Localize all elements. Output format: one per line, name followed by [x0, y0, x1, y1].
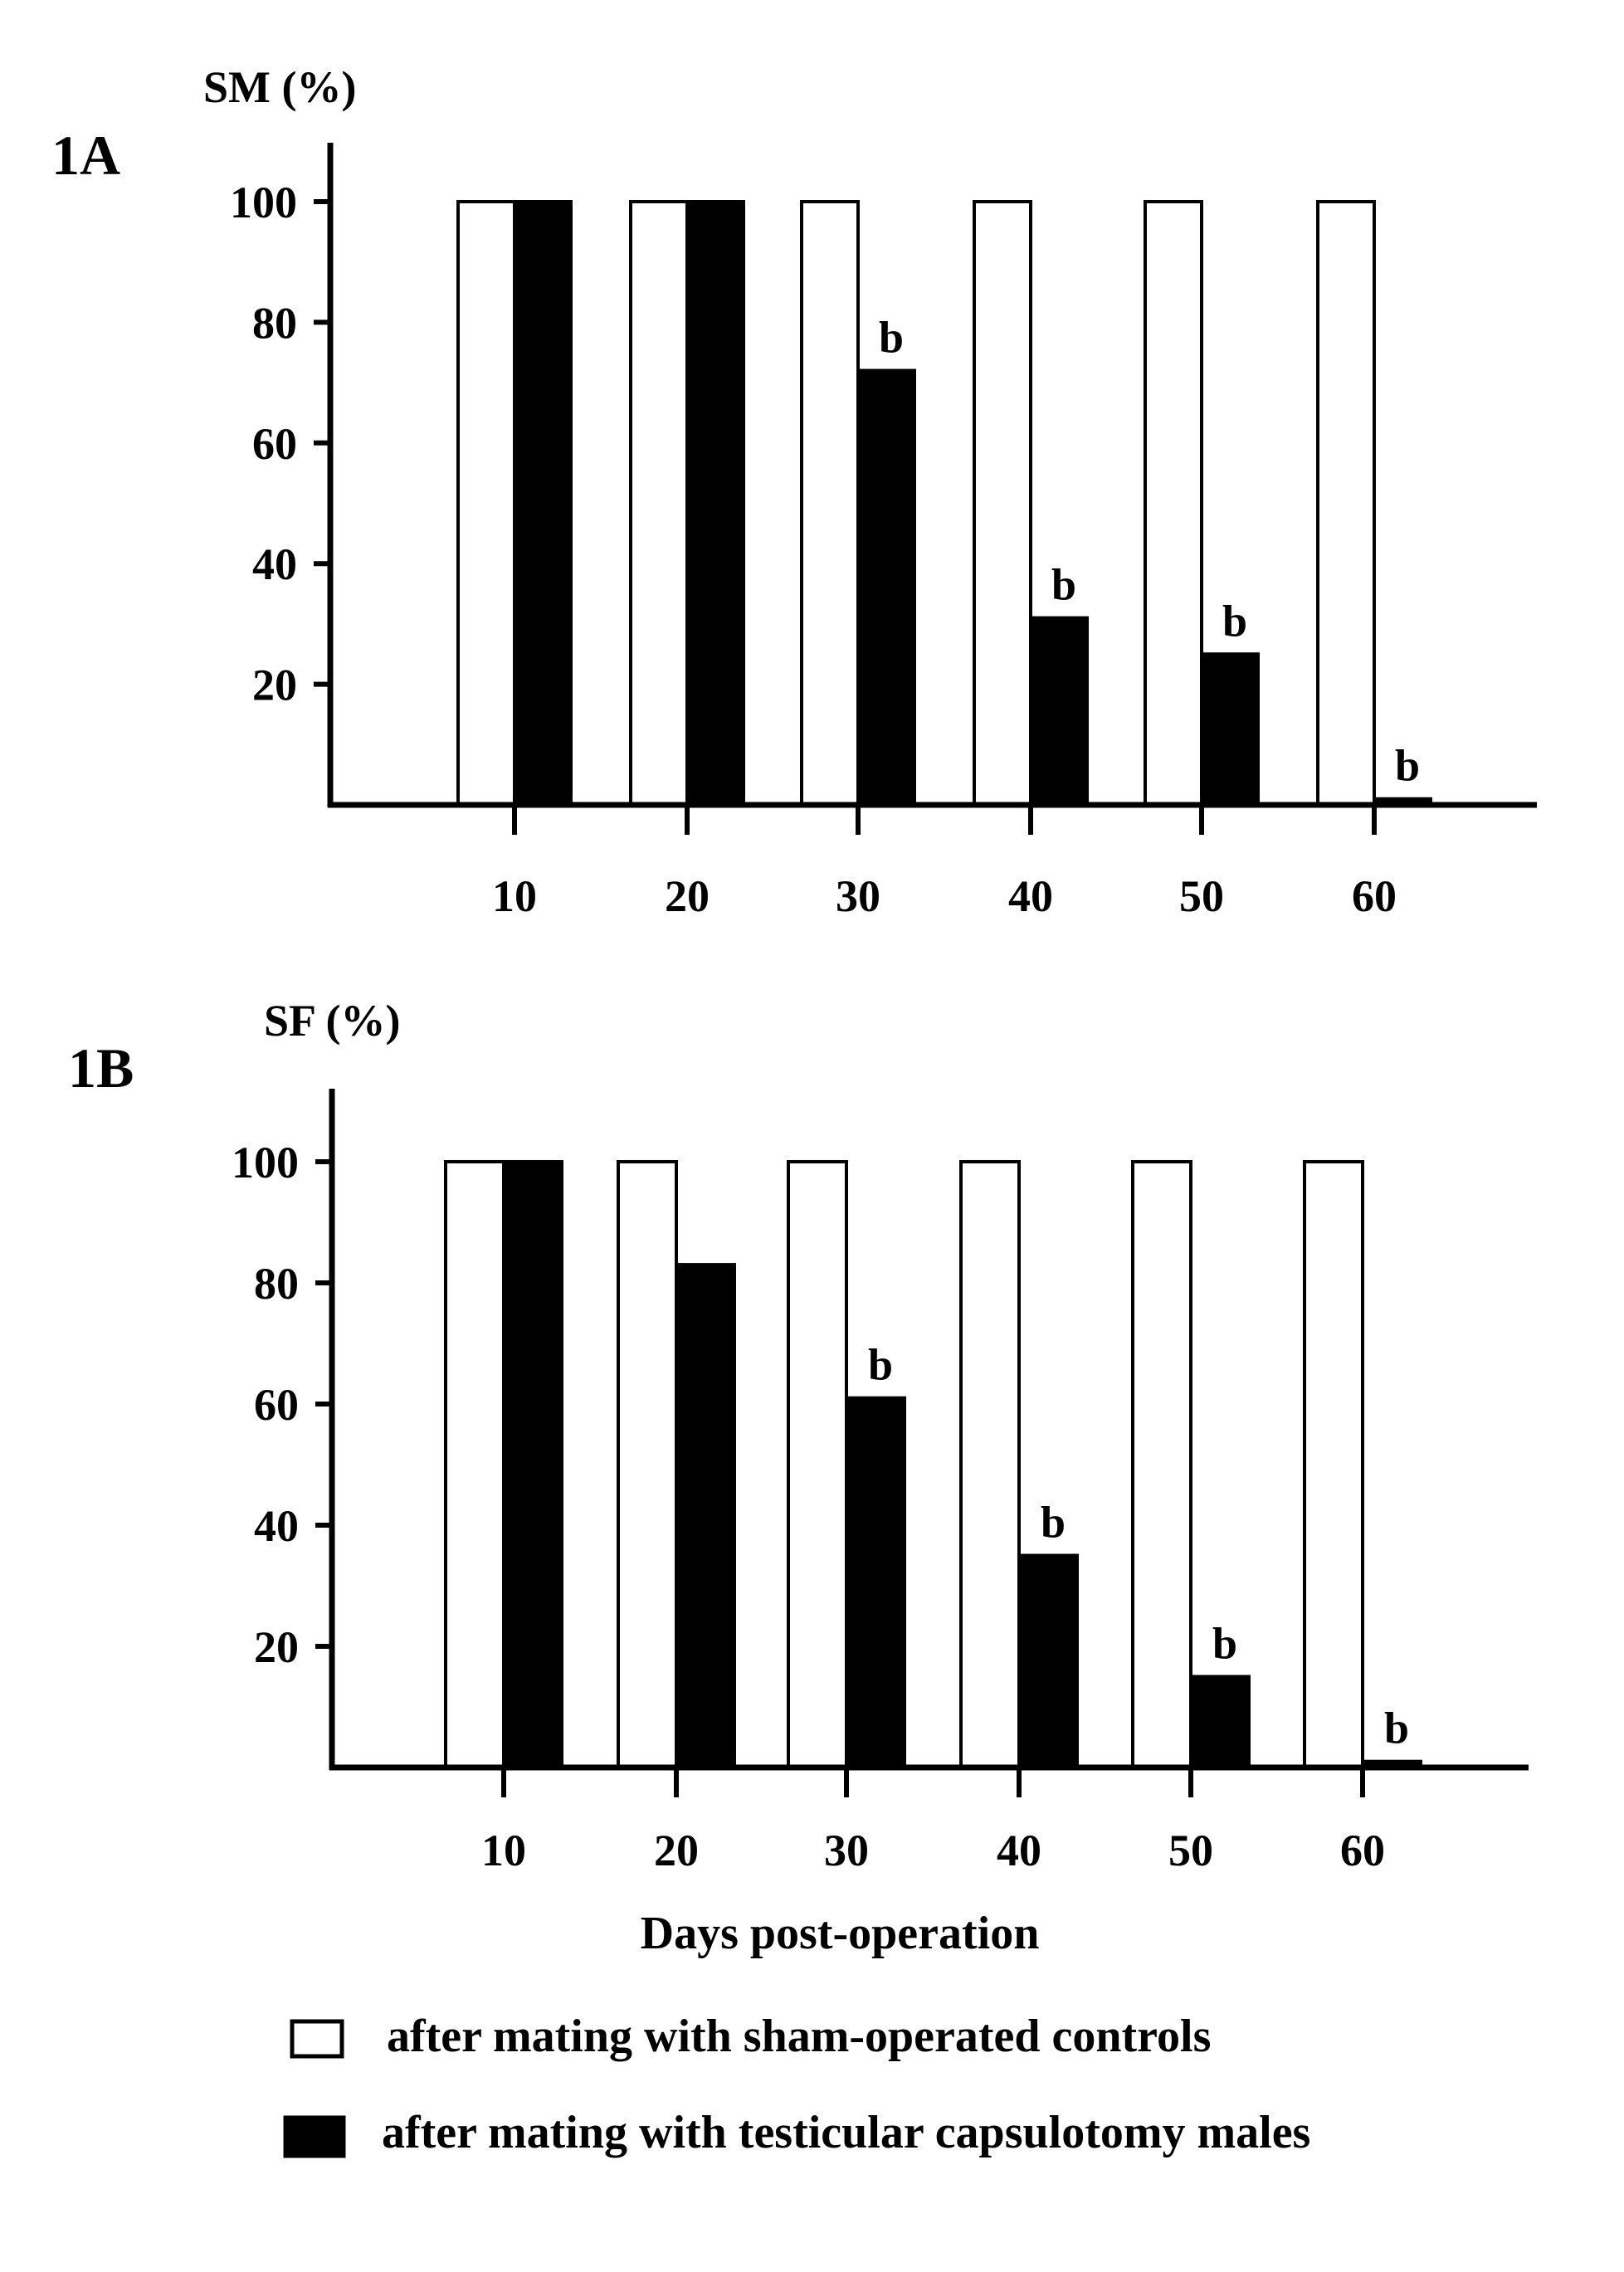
x-tick-label: 50: [1179, 871, 1224, 921]
x-tick-label: 50: [1168, 1826, 1213, 1875]
y-tick-label: 40: [254, 1501, 299, 1551]
x-axis-title: Days post-operation: [641, 1908, 1040, 1959]
y-tick-label: 20: [252, 661, 297, 710]
x-tick-label: 30: [836, 871, 880, 921]
significance-label: b: [1384, 1704, 1409, 1753]
bars-layer: [456, 200, 1432, 807]
ticks-layer: 10 20 30 40 50 60 20 40 60 80 100: [232, 1138, 1385, 1875]
bar-sham: [787, 1160, 848, 1769]
annotations-layer: b b b b: [868, 1340, 1409, 1753]
y-tick-label: 40: [252, 539, 297, 589]
significance-label: b: [1051, 560, 1076, 610]
y-axis-title: SF (%): [264, 996, 400, 1046]
y-tick-label: 80: [254, 1259, 299, 1309]
bar-sham: [629, 200, 689, 807]
x-tick-label: 10: [481, 1826, 526, 1875]
bar-capsulotomy: [675, 1263, 736, 1769]
legend-swatch-capsulotomy: [283, 2115, 346, 2158]
bar-sham: [1131, 1160, 1192, 1769]
x-tick-label: 10: [492, 871, 537, 921]
bar-sham: [444, 1160, 505, 1769]
significance-label: b: [868, 1340, 893, 1390]
bar-sham: [800, 200, 860, 807]
bar-capsulotomy: [1189, 1675, 1251, 1769]
legend-swatch-sham: [290, 2019, 344, 2059]
y-axis-title: SM (%): [203, 62, 356, 112]
bar-capsulotomy: [845, 1396, 906, 1769]
x-tick-label: 60: [1340, 1826, 1385, 1875]
axes-layer: [329, 1089, 1529, 1771]
bar-capsulotomy: [513, 200, 573, 807]
x-tick-label: 40: [1008, 871, 1053, 921]
bar-sham: [1316, 200, 1376, 807]
y-tick-label: 60: [254, 1380, 299, 1430]
bar-sham: [617, 1160, 678, 1769]
y-tick-label: 80: [252, 298, 297, 348]
legend: after mating with sham-operated controls…: [283, 2011, 1310, 2158]
x-tick-label: 60: [1352, 871, 1397, 921]
legend-item: after mating with sham-operated controls: [290, 2011, 1211, 2062]
bar-capsulotomy: [1200, 652, 1260, 807]
bar-sham: [1144, 200, 1203, 807]
annotations-layer: b b b b: [879, 313, 1420, 791]
y-tick-label: 100: [230, 178, 297, 227]
panel-1b: 1B SF (%) b b b b 10 20 30 40 50 60 20 40 60 80 100: [68, 996, 1529, 1875]
bar-capsulotomy: [502, 1160, 563, 1769]
bar-capsulotomy: [856, 368, 916, 807]
panel-label: 1B: [68, 1036, 134, 1099]
bars-layer: [444, 1160, 1422, 1769]
bar-capsulotomy: [1017, 1553, 1079, 1769]
panel-label: 1A: [51, 124, 120, 187]
bar-sham: [973, 200, 1032, 807]
legend-item: after mating with testicular capsulotomy…: [283, 2107, 1310, 2158]
significance-label: b: [1395, 741, 1420, 791]
legend-label: after mating with testicular capsulotomy…: [382, 2107, 1310, 2158]
axes-layer: [327, 143, 1537, 808]
bar-capsulotomy: [1029, 616, 1089, 807]
significance-label: b: [1041, 1498, 1066, 1548]
bar-sham: [456, 200, 516, 807]
significance-label: b: [1212, 1619, 1237, 1669]
x-tick-label: 40: [997, 1826, 1041, 1875]
panel-1a: 1A SM (%) b b b b 10 20 30 40 50 60 20 40 60 80 100: [51, 62, 1537, 921]
x-tick-label: 30: [824, 1826, 869, 1875]
significance-label: b: [1222, 596, 1247, 646]
x-tick-label: 20: [665, 871, 710, 921]
y-tick-label: 60: [252, 419, 297, 469]
x-tick-label: 20: [654, 1826, 699, 1875]
ticks-layer: 10 20 30 40 50 60 20 40 60 80 100: [230, 178, 1397, 921]
y-tick-label: 100: [232, 1138, 299, 1187]
y-tick-label: 20: [254, 1622, 299, 1672]
bar-sham: [1303, 1160, 1364, 1769]
bar-sham: [959, 1160, 1021, 1769]
bar-capsulotomy: [685, 200, 745, 807]
legend-label: after mating with sham-operated controls: [387, 2011, 1211, 2062]
significance-label: b: [879, 313, 904, 363]
